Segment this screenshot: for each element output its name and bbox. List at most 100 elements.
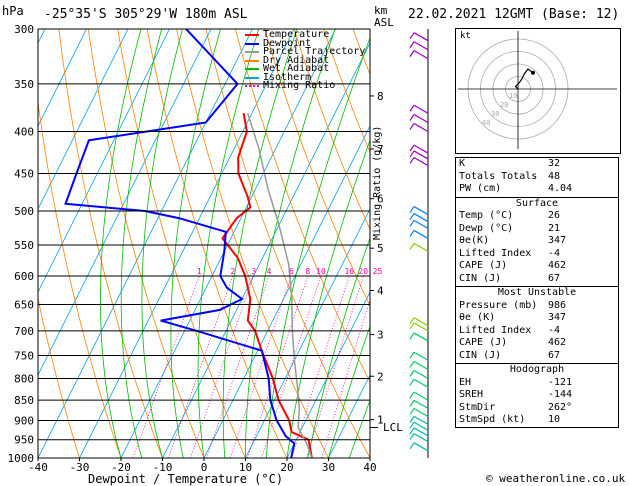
stat-row: Dewp (°C) 21 [456,223,618,236]
wind-barb-flag [409,433,415,440]
legend-item: Temperature [245,30,365,40]
wind-barb [413,360,429,370]
stat-row: CAPE (J) 462 [456,260,618,273]
stat-value: -4 [548,247,561,259]
hodograph-stats-section: Hodograph EH -121 SREH -144 StmDir 262° Stm… [456,363,618,427]
wind-barb-flag [409,144,415,152]
stat-value: 262° [548,401,573,413]
pressure-unit-label: hPa [2,4,24,18]
x-tick-label: -10 [153,461,173,474]
stat-row: θe(K) 347 [456,235,618,248]
x-tick-label: -30 [70,461,90,474]
stat-value: 347 [548,312,567,323]
wind-barb-flag [409,230,415,237]
isotherm-line [79,29,295,458]
most-unstable-section: Most Unstable Pressure (mb) 986 θe (K) 347… [456,286,618,362]
stat-label: SREH [459,389,484,400]
pressure-tick-label: 450 [14,167,34,180]
hodograph-ring-label: 20 [500,101,508,109]
series-dewpoint [64,29,296,458]
legend-label: Isotherm [263,71,312,83]
wind-barb-flag [409,370,415,377]
stat-value: 347 [548,235,567,246]
footer-credit: © weatheronline.co.uk [486,472,626,485]
isotherm-line [38,29,87,127]
dry-adiabat-line [264,29,370,307]
wind-barb [413,144,429,154]
wind-barb [413,150,429,160]
km-tick-label: 6 [377,193,384,206]
isotherm-line [245,208,370,458]
pressure-tick-label: 1000 [8,452,35,465]
km-tick-label: 1 [377,414,384,427]
stat-label: Totals Totals [459,170,538,182]
hodograph-ring-label: 10 [509,92,517,100]
pressure-tick-label: 950 [14,434,34,447]
stat-value: 32 [548,158,561,169]
x-tick-label: 0 [201,461,208,474]
wind-barb [413,332,429,342]
hodograph-end-marker [531,70,535,75]
mixing-ratio-axis-label: Mixing Ratio (g/kg) [372,125,383,240]
pressure-tick-label: 300 [14,23,34,36]
isotherm-line [0,29,4,458]
mixing-ratio-label: 8 [305,267,310,276]
surface-section: Surface Temp (°C) 26 Dewp (°C) 21 θe(K) 347… [456,196,618,286]
wind-barb [413,41,429,51]
stat-label: θe(K) [459,235,490,246]
pressure-tick-label: 400 [14,126,34,139]
stat-label: Lifted Index [459,324,532,336]
hodograph-box: kt [455,28,621,154]
legend-swatch [245,34,259,37]
pressure-tick-label: 500 [14,205,34,218]
stat-label: K [459,158,466,169]
mixing-ratio-label: 10 [316,267,326,276]
stat-value: 48 [548,170,561,182]
wet-adiabat-line [99,29,142,458]
wind-barb [413,407,429,417]
wind-barb [413,219,429,229]
mixing-ratio-label: 6 [289,267,294,276]
mixing-ratio-label: 25 [373,267,383,276]
wind-barb-flag [409,123,415,130]
hodograph-ring-label: 40 [482,119,490,127]
stat-row: SREH -144 [456,389,618,402]
lcl-label: LCL [383,421,403,434]
wind-barb-flag [409,317,415,325]
stat-row: CIN (J) 67 [456,273,618,286]
legend-item: Dry Adiabat [245,55,365,66]
stats-table: K 32 Totals Totals 48 PW (cm) 4.04 Surface … [455,157,619,428]
wet-adiabat-line [348,399,370,458]
legend-item: Dewpoint [245,38,365,49]
wet-adiabat-line [328,325,370,458]
legend-swatch [245,51,259,54]
series-temperature [221,113,313,458]
x-tick-label: 20 [280,461,293,474]
wind-barb-flag [409,391,415,399]
isotherm-line [38,29,253,458]
wind-barb [413,317,429,327]
stat-value: 4.04 [548,183,573,194]
wind-barb [413,415,429,425]
wind-barb [413,229,429,239]
wind-barb-flag [409,361,415,368]
wind-barb [413,242,429,252]
wind-barb-flag [409,50,415,57]
stat-label: CAPE (J) [459,337,508,348]
wind-barb-flag [409,400,415,407]
stat-label: PW (cm) [459,183,502,194]
wind-barb [413,351,429,361]
km-tick-label: 8 [377,90,384,103]
legend-label: Mixing Ratio [263,80,336,91]
wind-barb-flag [409,220,415,227]
stat-value: -4 [548,324,561,336]
stat-label: CAPE (J) [459,260,508,271]
stat-row: Lifted Index -4 [456,248,618,261]
stat-row: StmSpd (kt) 10 [456,414,618,427]
wet-adiabat-line [286,139,370,458]
legend-item: Wet Adiabat [245,63,365,74]
isotherm-line [203,125,370,458]
legend-label: Wet Adiabat [263,63,330,74]
